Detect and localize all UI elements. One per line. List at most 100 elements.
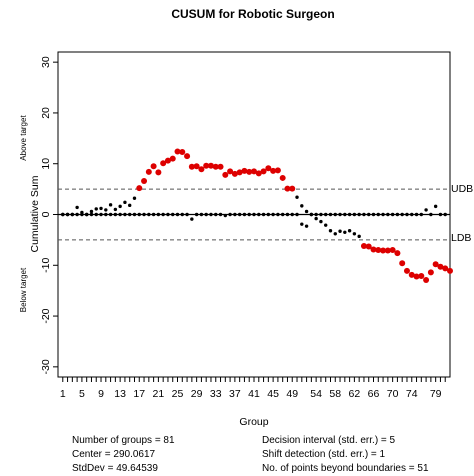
lower-cusum-point <box>261 212 266 217</box>
lower-cusum-point <box>214 212 218 217</box>
lower-cusum-point <box>389 247 396 254</box>
upper-cusum-point <box>284 185 291 192</box>
upper-cusum-point <box>222 171 229 178</box>
lower-cusum-point <box>333 232 337 236</box>
upper-cusum-point <box>443 212 447 217</box>
lower-cusum-point <box>375 247 382 254</box>
lower-cusum-point <box>295 212 299 217</box>
upper-cusum-point <box>241 167 248 174</box>
stat-center: Center = 290.0617 <box>72 449 156 460</box>
x-tick-label: 49 <box>286 388 298 400</box>
upper-cusum-point <box>75 205 79 210</box>
lower-cusum-point <box>257 212 261 217</box>
data-points <box>61 148 453 284</box>
upper-cusum-point <box>212 163 219 170</box>
upper-cusum-point <box>169 155 176 162</box>
lower-cusum-point <box>190 217 194 221</box>
lower-cusum-point <box>151 212 156 217</box>
lower-cusum-point <box>427 269 434 276</box>
upper-cusum-point <box>300 204 304 208</box>
upper-cusum-point <box>371 212 376 217</box>
upper-cusum-point <box>386 212 390 217</box>
upper-cusum-point <box>362 212 366 217</box>
lower-cusum-point <box>338 229 342 233</box>
lower-cusum-point <box>276 212 280 217</box>
upper-cusum-point <box>357 212 361 217</box>
lower-cusum-point <box>442 265 449 272</box>
ldb-label: LDB <box>451 232 471 244</box>
x-tick-label: 33 <box>210 388 222 400</box>
lower-cusum-point <box>161 212 165 217</box>
upper-cusum-point <box>141 177 148 184</box>
upper-cusum-point <box>231 170 238 177</box>
upper-cusum-point <box>255 170 262 177</box>
stat-points-beyond: No. of points beyond boundaries = 51 <box>262 463 429 474</box>
lower-cusum-point <box>142 212 146 217</box>
lower-cusum-point <box>233 212 237 217</box>
lower-cusum-point <box>194 212 199 217</box>
lower-cusum-point <box>128 212 132 217</box>
upper-cusum-point <box>132 196 137 200</box>
lower-cusum-point <box>266 212 271 217</box>
upper-cusum-point <box>324 212 328 217</box>
lower-cusum-point <box>437 263 444 270</box>
upper-cusum-point <box>104 208 108 212</box>
upper-cusum-point <box>319 212 323 217</box>
lower-cusum-point <box>209 212 213 217</box>
lower-cusum-point <box>156 212 161 217</box>
upper-cusum-point <box>108 203 113 207</box>
y-axis-above-label: Above target <box>19 115 28 161</box>
x-tick-label: 79 <box>430 388 442 400</box>
stat-stddev: StdDev = 49.64539 <box>72 463 158 474</box>
upper-cusum-point <box>333 212 337 217</box>
lower-cusum-point <box>399 260 406 267</box>
upper-cusum-point <box>438 212 443 217</box>
lower-cusum-point <box>228 212 232 217</box>
lower-cusum-point <box>65 212 70 217</box>
x-tick-label: 17 <box>133 388 145 400</box>
lower-cusum-point <box>94 212 98 217</box>
upper-cusum-point <box>410 212 414 217</box>
lower-cusum-point <box>328 229 333 233</box>
lower-cusum-point <box>319 219 323 224</box>
lower-cusum-point <box>447 267 453 274</box>
lower-cusum-point <box>418 272 425 279</box>
lower-cusum-point <box>199 212 204 217</box>
y-tick-label: -30 <box>40 359 52 374</box>
upper-cusum-point <box>429 212 433 217</box>
lower-cusum-point <box>104 212 108 217</box>
upper-cusum-point <box>89 209 94 214</box>
x-tick-label: 70 <box>387 388 399 400</box>
lower-cusum-point <box>166 212 170 217</box>
lower-cusum-point <box>75 212 79 217</box>
x-tick-label: 9 <box>98 388 104 400</box>
lower-cusum-point <box>185 212 189 217</box>
lower-cusum-point <box>432 261 439 268</box>
upper-cusum-point <box>270 167 277 174</box>
upper-cusum-point <box>188 163 195 170</box>
upper-cusum-point <box>128 203 132 208</box>
lower-cusum-point <box>394 250 401 257</box>
lower-cusum-point <box>89 212 94 217</box>
upper-cusum-point <box>193 163 200 170</box>
lower-cusum-point <box>242 212 247 217</box>
upper-cusum-point <box>236 169 243 176</box>
lower-cusum-point <box>223 213 228 218</box>
upper-cusum-point <box>145 168 152 175</box>
lower-cusum-point <box>309 212 314 217</box>
y-tick-label: -10 <box>40 258 52 273</box>
upper-cusum-point <box>118 204 122 209</box>
x-tick-label: 62 <box>349 388 361 400</box>
lower-cusum-point <box>300 222 304 226</box>
lower-cusum-point <box>80 212 84 217</box>
lower-cusum-point <box>123 212 127 217</box>
upper-cusum-point <box>295 195 299 199</box>
y-tick-label: -20 <box>40 308 52 323</box>
upper-cusum-point <box>274 167 281 174</box>
lower-cusum-point <box>180 212 184 217</box>
upper-cusum-point <box>433 204 438 209</box>
lower-cusum-point <box>365 243 372 250</box>
x-tick-label: 13 <box>114 388 126 400</box>
lower-cusum-point <box>175 212 180 217</box>
